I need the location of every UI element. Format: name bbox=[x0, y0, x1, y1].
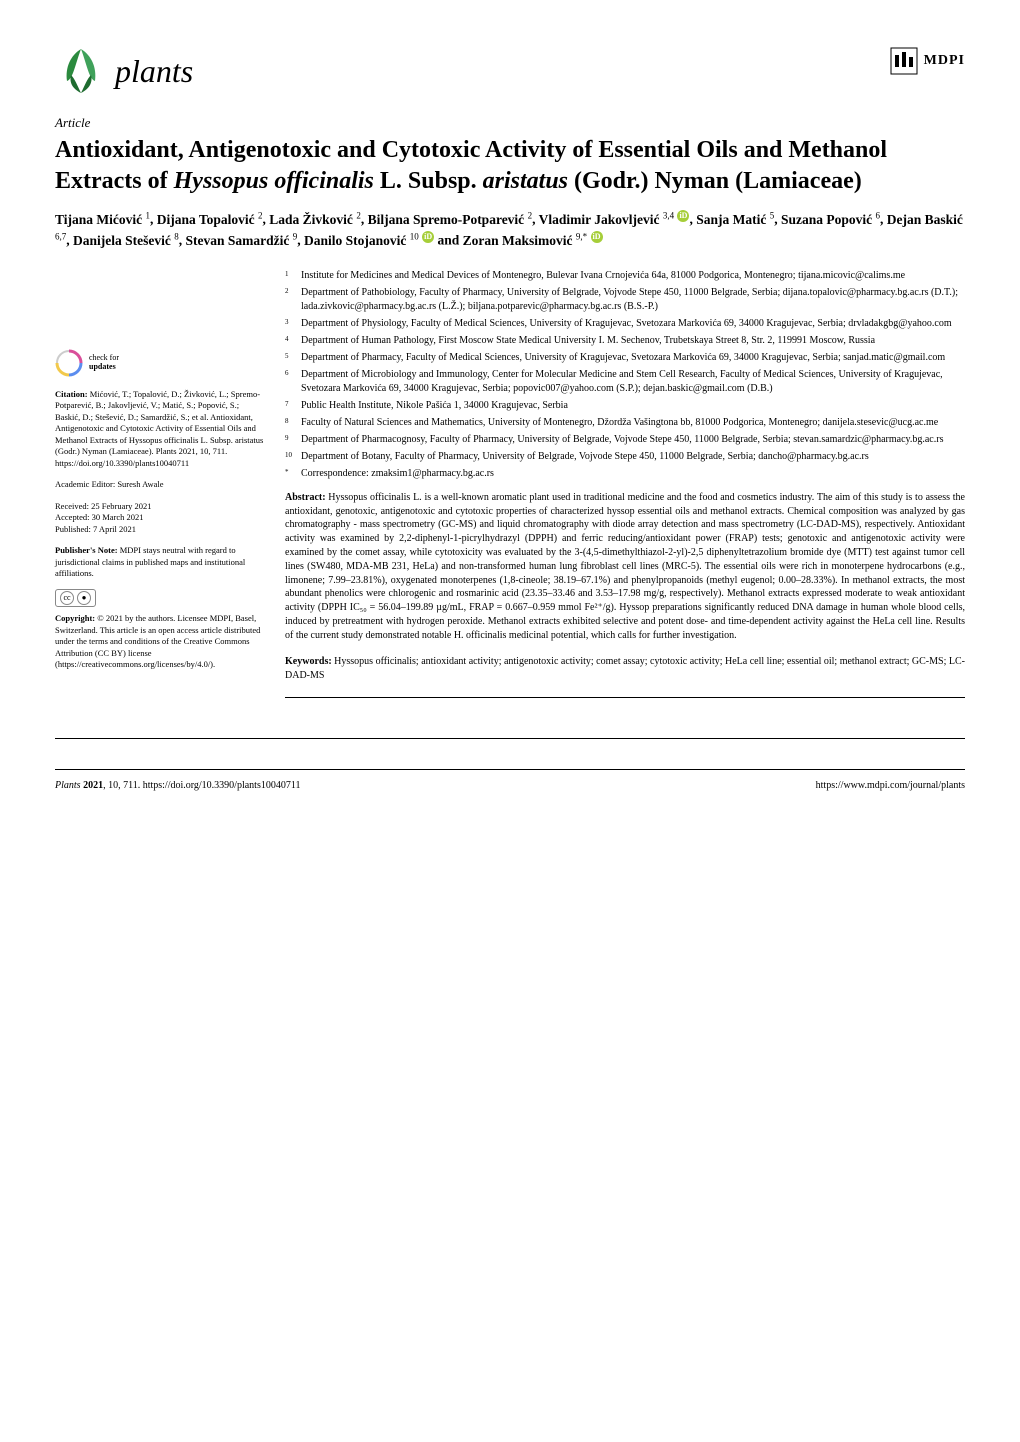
affiliation-item: *Correspondence: zmaksim1@pharmacy.bg.ac… bbox=[301, 467, 965, 481]
citation-block: Citation: Mićović, T.; Topalović, D.; Ži… bbox=[55, 389, 265, 469]
affiliation-item: 10Department of Botany, Faculty of Pharm… bbox=[301, 450, 965, 464]
author: Biljana Spremo-Potparević 2 bbox=[368, 212, 533, 227]
author: Tijana Mićović 1 bbox=[55, 212, 150, 227]
check-updates-icon bbox=[55, 349, 83, 377]
received-date: 25 February 2021 bbox=[91, 501, 151, 511]
by-icon: ● bbox=[77, 591, 91, 605]
copyright-label: Copyright: bbox=[55, 613, 95, 623]
author: Suzana Popović 6 bbox=[781, 212, 880, 227]
author: Lada Živković 2 bbox=[269, 212, 361, 227]
affiliation-item: 5Department of Pharmacy, Faculty of Medi… bbox=[301, 351, 965, 365]
editor-name: Suresh Awale bbox=[117, 479, 163, 489]
published-label: Published: bbox=[55, 524, 93, 534]
pubnote-label: Publisher's Note: bbox=[55, 545, 118, 555]
main-content: 1Institute for Medicines and Medical Dev… bbox=[285, 269, 965, 708]
author: Danilo Stojanović 10 iD bbox=[304, 233, 434, 248]
journal-name: plants bbox=[115, 53, 193, 90]
title-mid: L. Subsp. bbox=[374, 168, 483, 194]
page-header: plants MDPI bbox=[55, 45, 965, 97]
copyright-block: Copyright: © 2021 by the authors. Licens… bbox=[55, 613, 265, 670]
editor-label: Academic Editor: bbox=[55, 479, 117, 489]
author: Dijana Topalović 2 bbox=[157, 212, 263, 227]
received-label: Received: bbox=[55, 501, 91, 511]
updates-label: updates bbox=[89, 362, 116, 371]
article-title: Antioxidant, Antigenotoxic and Cytotoxic… bbox=[55, 135, 965, 197]
article-type: Article bbox=[55, 115, 965, 131]
abstract-label: Abstract: bbox=[285, 492, 326, 503]
publisher-name: MDPI bbox=[924, 53, 965, 69]
affiliation-item: 6Department of Microbiology and Immunolo… bbox=[301, 368, 965, 396]
title-subsp: aristatus bbox=[483, 168, 568, 194]
dates-block: Received: 25 February 2021 Accepted: 30 … bbox=[55, 501, 265, 535]
publisher-logo: MDPI bbox=[888, 45, 965, 77]
affiliation-item: 2Department of Pathobiology, Faculty of … bbox=[301, 286, 965, 314]
journal-logo: plants bbox=[55, 45, 193, 97]
keywords-label: Keywords: bbox=[285, 656, 332, 667]
footer-journal: Plants bbox=[55, 780, 83, 791]
affiliation-item: 7Public Health Institute, Nikole Pašića … bbox=[301, 399, 965, 413]
affiliation-item: 1Institute for Medicines and Medical Dev… bbox=[301, 269, 965, 283]
page-footer: Plants 2021, 10, 711. https://doi.org/10… bbox=[55, 769, 965, 791]
author: Vladimir Jakovljević 3,4 iD bbox=[539, 212, 690, 227]
accepted-label: Accepted: bbox=[55, 512, 92, 522]
abstract-text: Hyssopus officinalis L. is a well-known … bbox=[285, 492, 965, 641]
affiliation-item: 9Department of Pharmacognosy, Faculty of… bbox=[301, 433, 965, 447]
footer-divider bbox=[55, 738, 965, 739]
accepted-date: 30 March 2021 bbox=[92, 512, 144, 522]
affiliation-item: 3Department of Physiology, Faculty of Me… bbox=[301, 317, 965, 331]
citation-label: Citation: bbox=[55, 389, 88, 399]
affiliation-list: 1Institute for Medicines and Medical Dev… bbox=[285, 269, 965, 481]
keywords-text: Hyssopus officinalis; antioxidant activi… bbox=[285, 656, 965, 681]
orcid-icon[interactable]: iD bbox=[422, 231, 434, 243]
footer-right[interactable]: https://www.mdpi.com/journal/plants bbox=[816, 780, 965, 791]
footer-citation: , 10, 711. https://doi.org/10.3390/plant… bbox=[103, 780, 300, 791]
orcid-icon[interactable]: iD bbox=[591, 231, 603, 243]
cc-badge: cc ● bbox=[55, 589, 265, 607]
cc-icon: cc bbox=[60, 591, 74, 605]
footer-year: 2021 bbox=[83, 780, 103, 791]
check-updates-widget[interactable]: check for updates bbox=[55, 349, 265, 377]
divider bbox=[285, 697, 965, 698]
editor-block: Academic Editor: Suresh Awale bbox=[55, 479, 265, 490]
author-list: Tijana Mićović 1, Dijana Topalović 2, La… bbox=[55, 209, 965, 251]
orcid-icon[interactable]: iD bbox=[677, 210, 689, 222]
affiliation-item: 4Department of Human Pathology, First Mo… bbox=[301, 334, 965, 348]
affiliation-item: 8Faculty of Natural Sciences and Mathema… bbox=[301, 416, 965, 430]
keywords-block: Keywords: Hyssopus officinalis; antioxid… bbox=[285, 655, 965, 683]
author: Zoran Maksimović 9,* iD bbox=[463, 233, 603, 248]
mdpi-icon bbox=[888, 45, 920, 77]
title-post: (Godr.) Nyman (Lamiaceae) bbox=[568, 168, 862, 194]
author: Danijela Stešević 8 bbox=[73, 233, 179, 248]
author: Stevan Samardžić 9 bbox=[185, 233, 297, 248]
published-date: 7 April 2021 bbox=[93, 524, 136, 534]
leaf-icon bbox=[55, 45, 107, 97]
author: Sanja Matić 5 bbox=[696, 212, 774, 227]
abstract-block: Abstract: Hyssopus officinalis L. is a w… bbox=[285, 491, 965, 643]
publisher-note-block: Publisher's Note: MDPI stays neutral wit… bbox=[55, 545, 265, 579]
citation-text: Mićović, T.; Topalović, D.; Živković, L.… bbox=[55, 389, 263, 468]
title-species: Hyssopus officinalis bbox=[174, 168, 374, 194]
sidebar: check for updates Citation: Mićović, T.;… bbox=[55, 269, 265, 708]
footer-left: Plants 2021, 10, 711. https://doi.org/10… bbox=[55, 780, 300, 791]
